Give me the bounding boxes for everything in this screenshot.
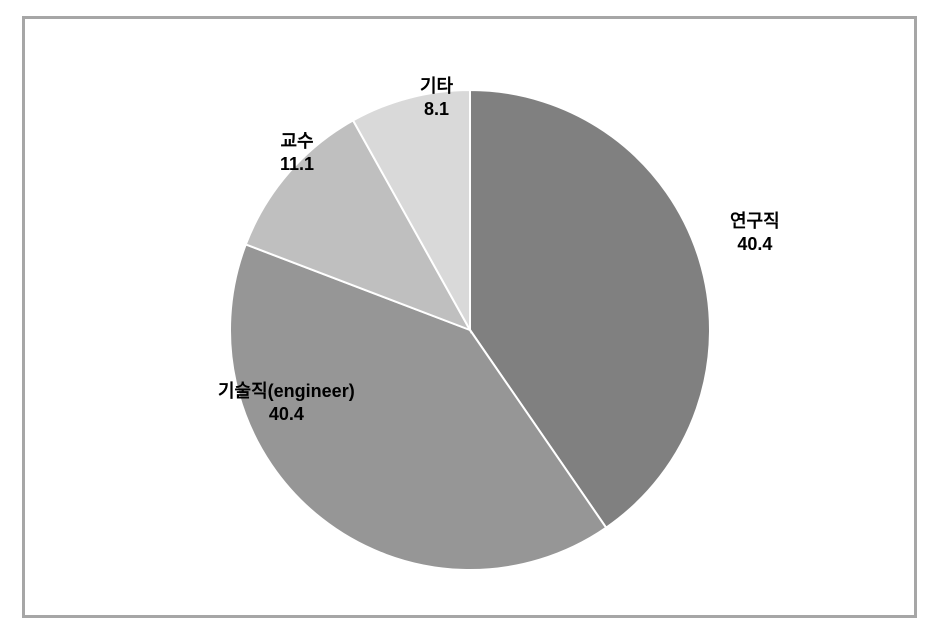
slice-label-research-name: 연구직 xyxy=(730,211,780,231)
pie-chart-container: 연구직 40.4 기술직(engineer) 40.4 교수 11.1 기타 8… xyxy=(0,0,939,633)
slice-label-other-name: 기타 xyxy=(420,76,453,96)
slice-label-other: 기타 8.1 xyxy=(420,75,453,120)
slice-label-engineer-value: 40.4 xyxy=(269,404,304,424)
slice-label-engineer-name: 기술직(engineer) xyxy=(218,381,355,401)
slice-label-professor-value: 11.1 xyxy=(280,154,314,174)
chart-frame xyxy=(22,16,917,618)
slice-label-engineer: 기술직(engineer) 40.4 xyxy=(218,380,355,425)
slice-label-other-value: 8.1 xyxy=(424,99,449,119)
slice-label-professor: 교수 11.1 xyxy=(280,130,314,175)
slice-label-research: 연구직 40.4 xyxy=(730,210,780,255)
slice-label-research-value: 40.4 xyxy=(737,234,772,254)
slice-label-professor-name: 교수 xyxy=(280,131,313,151)
